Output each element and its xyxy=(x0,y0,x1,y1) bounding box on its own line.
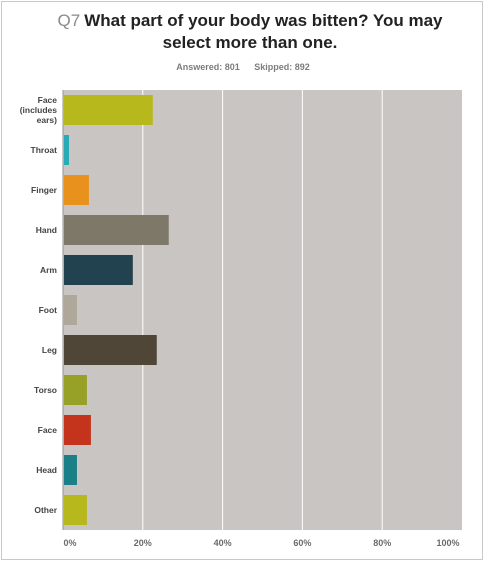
category-label: Head xyxy=(36,465,57,475)
bar xyxy=(64,295,77,325)
bar xyxy=(64,455,77,485)
plot-area xyxy=(63,90,462,530)
x-tick-label: 100% xyxy=(436,538,459,548)
question-text: What part of your body was bitten? You m… xyxy=(84,11,443,52)
category-label: Leg xyxy=(42,345,57,355)
x-tick-label: 80% xyxy=(373,538,391,548)
bar xyxy=(64,255,133,285)
bar xyxy=(64,95,153,125)
category-label: Foot xyxy=(39,305,58,315)
x-tick-label: 60% xyxy=(293,538,311,548)
category-label: Face (includes ears) xyxy=(20,95,58,125)
bar xyxy=(64,495,87,525)
question-number: Q7 xyxy=(57,11,81,30)
bar xyxy=(64,175,89,205)
answered-count: Answered: 801 xyxy=(176,62,240,72)
x-tick-label: 20% xyxy=(134,538,152,548)
skipped-count: Skipped: 892 xyxy=(254,62,310,72)
bar xyxy=(64,415,91,445)
x-tick-label: 0% xyxy=(63,538,76,548)
x-tick-label: 40% xyxy=(214,538,232,548)
category-label: Finger xyxy=(31,185,58,195)
category-label: Arm xyxy=(40,265,57,275)
bar xyxy=(64,375,87,405)
question-title: Q7 What part of your body was bitten? You… xyxy=(40,10,460,54)
category-label: Throat xyxy=(31,145,58,155)
category-label: Torso xyxy=(34,385,57,395)
category-label: Face xyxy=(38,425,58,435)
category-label: Other xyxy=(34,505,57,515)
bar xyxy=(64,215,169,245)
response-stats: Answered: 801 Skipped: 892 xyxy=(0,62,486,72)
bar xyxy=(64,135,69,165)
bar xyxy=(64,335,157,365)
category-label: Hand xyxy=(36,225,57,235)
